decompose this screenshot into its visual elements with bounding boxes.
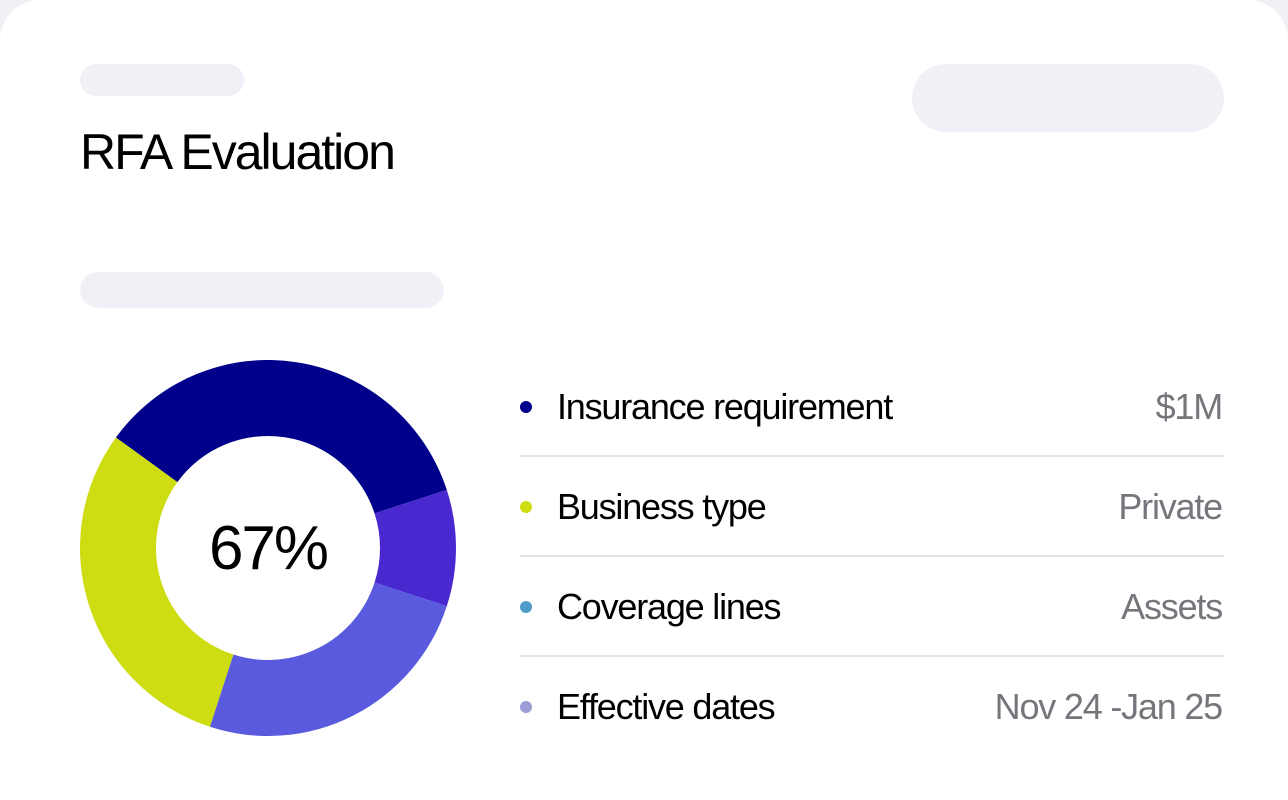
legend-value-business-type: Private bbox=[1118, 486, 1223, 527]
legend-row-coverage-lines: Coverage lines Assets bbox=[520, 557, 1224, 657]
donut-chart: 67% bbox=[80, 360, 456, 736]
legend-dot-insurance-requirement bbox=[520, 401, 532, 413]
legend-label-business-type: Business type bbox=[557, 486, 767, 527]
skeleton-placeholder-button bbox=[912, 64, 1224, 132]
donut-center-percentage: 67% bbox=[208, 513, 329, 583]
donut-slice-coverage-lines bbox=[374, 489, 456, 607]
legend-row-effective-dates: Effective dates Nov 24 -Jan 25 bbox=[520, 657, 1224, 757]
legend-value-insurance-requirement: $1M bbox=[1155, 386, 1224, 427]
legend-dot-effective-dates bbox=[520, 701, 532, 713]
legend-label-effective-dates: Effective dates bbox=[557, 686, 776, 727]
legend-label-insurance-requirement: Insurance requirement bbox=[557, 386, 893, 427]
donut-slice-insurance-requirement bbox=[115, 360, 447, 514]
legend-label-coverage-lines: Coverage lines bbox=[557, 586, 782, 627]
evaluation-legend: Insurance requirement $1M Business type … bbox=[520, 357, 1224, 757]
donut-chart-svg bbox=[80, 360, 456, 736]
legend-row-business-type: Business type Private bbox=[520, 457, 1224, 557]
legend-row-insurance-requirement: Insurance requirement $1M bbox=[520, 357, 1224, 457]
donut-slice-effective-dates bbox=[209, 582, 447, 736]
legend-value-effective-dates: Nov 24 -Jan 25 bbox=[994, 686, 1224, 727]
card-title: RFA Evaluation bbox=[80, 124, 396, 180]
legend-dot-coverage-lines bbox=[520, 601, 532, 613]
legend-value-coverage-lines: Assets bbox=[1121, 586, 1223, 627]
skeleton-placeholder-top bbox=[80, 64, 244, 96]
skeleton-placeholder-subtitle bbox=[80, 272, 444, 308]
donut-slice-business-type bbox=[80, 437, 234, 727]
legend-dot-business-type bbox=[520, 501, 532, 513]
